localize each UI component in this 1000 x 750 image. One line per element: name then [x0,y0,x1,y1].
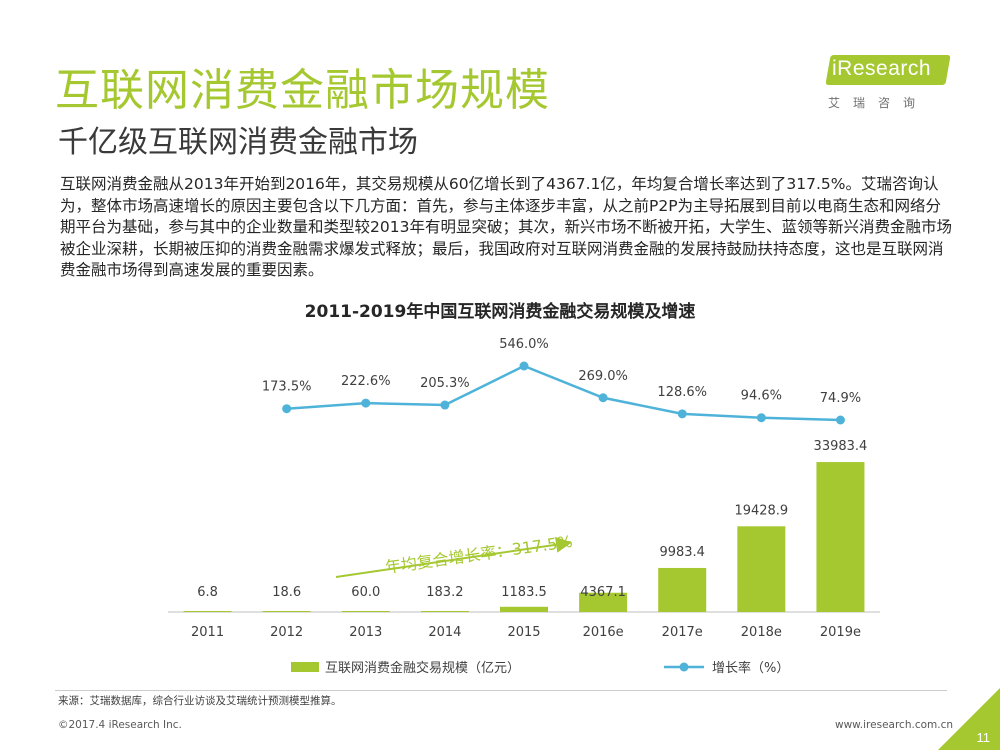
growth-label-2015: 546.0% [499,337,549,352]
legend-bar-label: 互联网消费金融交易规模（亿元） [325,660,520,676]
growth-point-2019e [835,415,845,425]
growth-point-2012 [282,404,292,414]
x-tick-2015: 2015 [507,625,540,640]
bar-2012 [262,611,311,612]
bar-2017e [658,567,707,612]
growth-label-2017e: 128.6% [657,385,707,400]
chart-area: 2011-2019年中国互联网消费金融交易规模及增速 6.8 2011 18.6 20… [168,301,880,676]
iresearch-logo: iResearch 艾瑞咨询 [818,52,958,114]
bar-value-label-2016e: 4367.1 [580,585,626,600]
growth-point-2014 [440,400,450,410]
chart-title: 2011-2019年中国互联网消费金融交易规模及增速 [305,301,696,322]
growth-point-2016e [598,393,608,403]
bar-2018e [737,526,786,612]
x-tick-2018e: 2018e [741,625,782,640]
bar-value-label-2012: 18.6 [272,585,301,600]
growth-label-2012: 173.5% [262,380,312,395]
x-tick-2016e: 2016e [583,625,624,640]
growth-label-2019e: 74.9% [820,391,861,406]
x-tick-2013: 2013 [349,625,382,640]
growth-rate-line [286,364,841,422]
x-tick-2014: 2014 [428,625,461,640]
bar-2016e [579,592,628,612]
logo-tagline: 艾瑞咨询 [828,96,929,110]
growth-point-2015 [519,361,529,371]
source-note: 来源：艾瑞数据库，综合行业访谈及艾瑞统计预测模型推算。 [58,695,342,707]
bar-2013 [341,611,390,612]
corner-decoration [938,688,1000,750]
bar-2014 [420,611,469,612]
page-title: 互联网消费金融市场规模 [55,65,550,116]
bar-value-label-2014: 183.2 [426,585,463,600]
website-link[interactable]: www.iresearch.com.cn [835,719,954,731]
cagr-annotation: 年均复合增长率：317.5% [384,532,574,577]
bar-value-label-2019e: 33983.4 [814,439,868,454]
legend-line-label: 增长率（%） [712,660,789,676]
x-tick-2019e: 2019e [820,625,861,640]
copyright: ©2017.4 iResearch Inc. [58,719,182,731]
x-tick-2011: 2011 [191,625,224,640]
legend-line-marker [679,662,689,672]
bar-value-label-2015: 1183.5 [501,585,547,600]
growth-label-2014: 205.3% [420,376,470,391]
growth-point-2013 [361,398,371,408]
growth-label-2013: 222.6% [341,374,391,389]
growth-label-2016e: 269.0% [578,369,628,384]
bar-value-label-2011: 6.8 [197,585,218,600]
bar-value-label-2013: 60.0 [351,585,380,600]
legend-bar-swatch [291,662,319,672]
page-number: 11 [976,730,991,745]
bar-value-label-2018e: 19428.9 [734,503,788,518]
bar-2019e [816,462,865,612]
bar-2015 [500,606,548,612]
cagr-arrow [335,536,572,578]
bar-value-label-2017e: 9983.4 [659,545,705,560]
intro-paragraph: 互联网消费金融从2013年开始到2016年，其交易规模从60亿增长到了4367.… [60,175,952,279]
x-tick-2012: 2012 [270,625,303,640]
growth-label-2018e: 94.6% [741,389,782,404]
logo-text: iResearch [832,57,932,80]
page-subtitle: 千亿级互联网消费金融市场 [58,125,418,160]
growth-point-2018e [756,413,766,423]
bar-2011 [183,611,232,612]
footer-divider [55,690,947,691]
growth-point-2017e [677,409,687,419]
x-tick-2017e: 2017e [662,625,703,640]
